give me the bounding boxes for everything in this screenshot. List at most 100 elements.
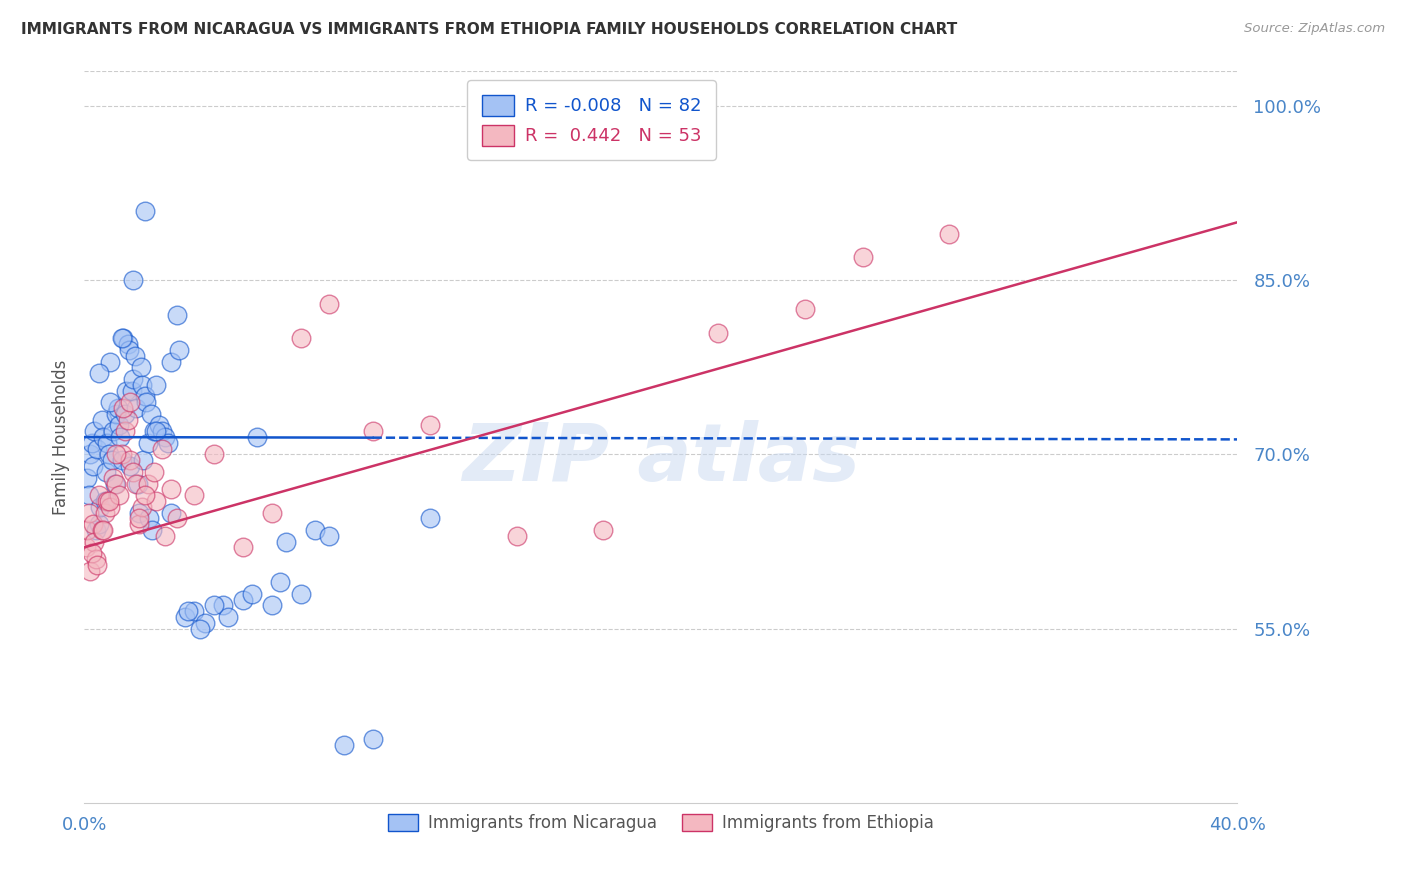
Point [111,453,134,467]
Point [108,418,131,433]
Point [120,453,142,467]
Point [290,587,312,601]
Point [127,476,149,491]
Point [131,377,153,392]
Point [114,407,136,421]
Point [98,500,121,514]
Point [82,459,104,474]
Point [202,599,225,613]
Point [174,610,197,624]
Point [122,372,145,386]
Point [794,302,817,317]
Point [107,401,129,415]
Point [419,418,441,433]
Point [103,471,124,485]
Point [80,436,103,450]
Point [87,517,110,532]
Text: Source: ZipAtlas.com: Source: ZipAtlas.com [1244,22,1385,36]
Point [112,401,135,415]
Point [90,412,112,426]
Point [260,599,283,613]
Point [136,476,159,491]
Point [125,476,148,491]
Point [318,529,340,543]
Point [96,494,118,508]
Point [246,430,269,444]
Point [141,523,163,537]
Point [111,331,134,345]
Point [183,604,205,618]
Point [76,471,98,485]
Point [105,476,128,491]
Point [131,500,153,514]
Point [108,488,131,502]
Point [218,610,240,624]
Point [240,587,263,601]
Point [122,465,145,479]
Legend: Immigrants from Nicaragua, Immigrants from Ethiopia: Immigrants from Nicaragua, Immigrants fr… [381,807,941,838]
Point [361,424,384,438]
Point [145,377,167,392]
Point [142,424,165,438]
Point [150,442,173,456]
Text: IMMIGRANTS FROM NICARAGUA VS IMMIGRANTS FROM ETHIOPIA FAMILY HOUSEHOLDS CORRELAT: IMMIGRANTS FROM NICARAGUA VS IMMIGRANTS … [21,22,957,37]
Point [82,517,104,532]
Point [93,506,115,520]
Point [77,506,100,520]
Point [506,529,529,543]
Point [91,430,114,444]
Point [938,227,960,241]
Point [86,442,108,456]
Point [260,506,283,520]
Point [91,523,114,537]
Point [87,366,110,380]
Point [128,511,150,525]
Point [148,418,170,433]
Point [83,424,105,438]
Point [84,552,107,566]
Point [177,604,200,618]
Point [160,354,183,368]
Point [156,436,179,450]
Point [129,360,152,375]
Point [77,488,100,502]
Point [98,354,121,368]
Point [318,296,340,310]
Point [120,395,142,409]
Point [183,488,205,502]
Y-axis label: Family Households: Family Households [52,359,70,515]
Point [419,511,441,525]
Point [100,453,122,467]
Point [124,349,146,363]
Point [136,436,159,450]
Point [79,564,101,578]
Point [194,615,217,630]
Point [96,436,118,450]
Point [80,546,103,560]
Point [90,523,112,537]
Point [202,448,225,462]
Point [86,558,108,572]
Point [290,331,312,345]
Point [122,273,145,287]
Point [112,331,135,345]
Point [83,534,105,549]
Point [276,534,298,549]
Point [707,326,730,340]
Point [135,395,157,409]
Point [153,529,176,543]
Point [97,494,120,508]
Point [134,203,156,218]
Point [211,599,233,613]
Point [188,622,211,636]
Point [87,488,110,502]
Point [128,517,150,532]
Point [145,494,167,508]
Point [111,448,134,462]
Point [97,448,120,462]
Point [98,395,121,409]
Point [160,506,183,520]
Point [128,506,150,520]
Point [139,407,162,421]
Point [94,465,117,479]
